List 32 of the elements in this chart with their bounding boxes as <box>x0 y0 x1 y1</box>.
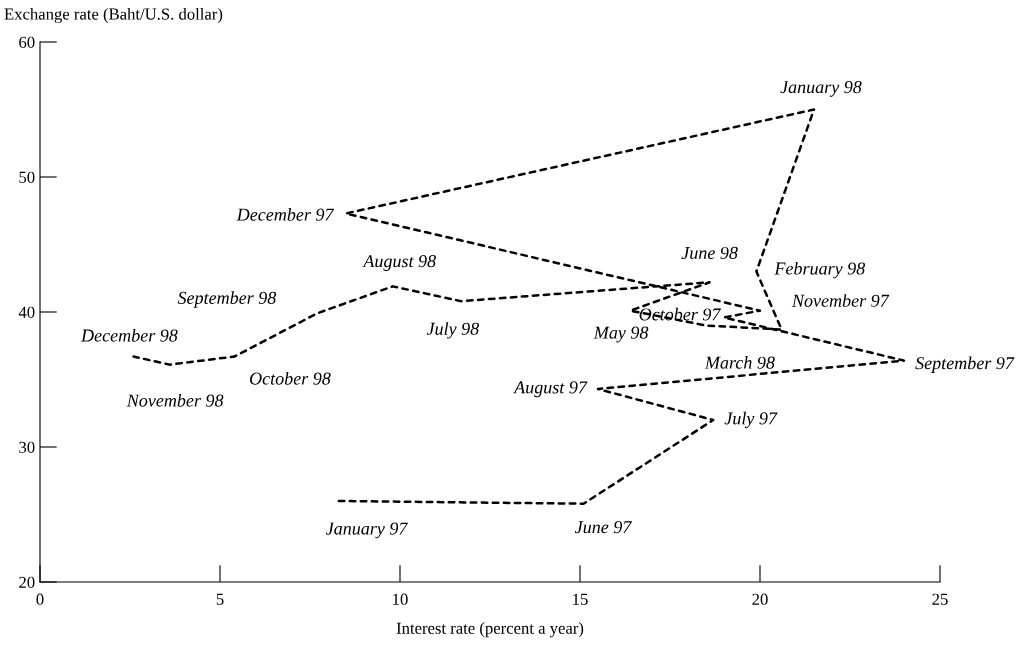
x-tick-label: 20 <box>752 593 768 605</box>
annotation: August 98 <box>362 255 436 271</box>
annotation: December 97 <box>236 208 335 221</box>
annotation: June 97 <box>574 521 632 534</box>
y-tick-label: 40 <box>18 306 35 318</box>
annotation: September 98 <box>177 291 277 308</box>
annotation: September 97 <box>915 356 1015 373</box>
y-tick-label: 60 <box>19 36 35 48</box>
x-tick-label: 0 <box>36 593 44 605</box>
annotation: February 98 <box>774 261 866 279</box>
annotation: May 98 <box>593 326 649 343</box>
annotation: November 97 <box>791 294 890 307</box>
y-tick-label: 50 <box>19 171 35 183</box>
annotation: July 98 <box>426 322 479 339</box>
annotation: June 98 <box>681 246 738 260</box>
y-tick-label: 30 <box>19 441 35 453</box>
annotation: October 97 <box>639 307 722 321</box>
x-tick-label: 5 <box>216 593 224 605</box>
annotation: January 97 <box>325 522 409 539</box>
annotation: July 97 <box>724 411 778 429</box>
annotation: December 98 <box>80 328 178 342</box>
annotation: March 98 <box>704 356 775 369</box>
annotation: October 98 <box>249 371 331 385</box>
annotation: November 98 <box>126 393 224 407</box>
x-tick-label: 25 <box>932 593 948 605</box>
x-tick-label: 10 <box>393 593 408 605</box>
y-tick-label: 20 <box>19 576 35 588</box>
y-axis-title: Exchange rate (Baht/U.S. dollar) <box>4 7 223 24</box>
annotation: January 98 <box>780 80 862 97</box>
x-axis-title: Interest rate (percent a year) <box>396 622 584 638</box>
annotation: August 97 <box>513 381 588 398</box>
x-tick-label: 15 <box>573 593 588 605</box>
